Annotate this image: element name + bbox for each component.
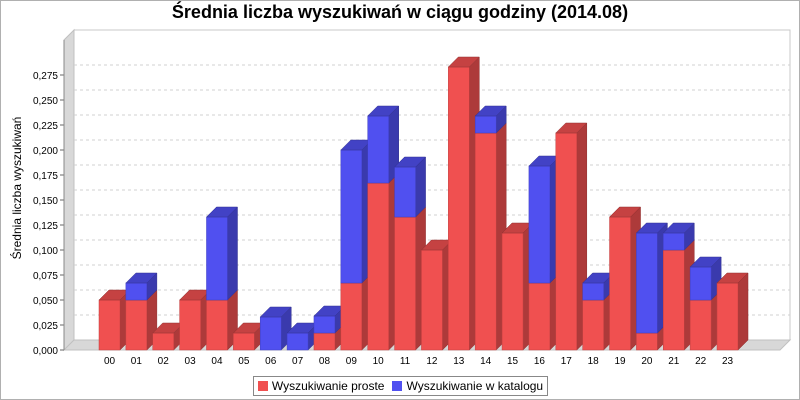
bar-11-series-1 <box>393 156 427 218</box>
x-tick-label: 15 <box>507 356 519 367</box>
y-tick-label: 0,250 <box>33 96 58 107</box>
bar-11-series-0 <box>393 206 427 351</box>
bar-16-series-0 <box>528 272 561 351</box>
x-tick-label: 17 <box>561 356 573 367</box>
x-tick-label: 07 <box>292 356 304 367</box>
y-tick-label: 0,025 <box>33 321 58 332</box>
x-tick-label: 02 <box>158 356 170 367</box>
bar-01-series-1 <box>125 272 158 301</box>
bar-19-series-0 <box>608 206 642 351</box>
y-tick-label: 0,175 <box>33 171 58 182</box>
x-tick-label: 22 <box>695 356 707 367</box>
y-tick-label: 0,100 <box>33 246 58 257</box>
legend-swatch-series-1 <box>392 381 403 391</box>
x-tick-label: 20 <box>641 356 653 367</box>
bar-10-series-0 <box>367 172 400 351</box>
x-tick-label: 23 <box>722 356 734 367</box>
bars <box>98 56 749 351</box>
x-tick-label: 13 <box>453 356 465 367</box>
bar-10-series-1 <box>367 105 400 184</box>
x-tick-labels: 00 01 02 03 04 05 06 07 08 09 10 11 12 13 14 15 16 17 18 19… <box>104 356 734 367</box>
bar-06-series-1 <box>259 306 292 351</box>
y-tick-label: 0,050 <box>33 296 58 307</box>
legend-swatch-series-0 <box>257 381 268 391</box>
bar-14-series-0 <box>474 122 507 351</box>
bar-04-series-1 <box>205 206 239 301</box>
bar-21-series-1 <box>662 222 695 251</box>
legend-item-series-0: Wyszukiwanie proste <box>257 379 385 393</box>
bar-22-series-1 <box>689 256 722 301</box>
bar-16-series-1 <box>528 155 561 284</box>
left-wall <box>63 28 75 352</box>
bar-14-series-1 <box>474 105 507 134</box>
x-tick-label: 21 <box>668 356 680 367</box>
y-tick-labels: 0,000 0,025 0,050 0,075 0,100 0,125 0,150 0,175… <box>33 40 65 357</box>
bar-09-series-1 <box>340 139 373 284</box>
y-tick-label: 0,150 <box>33 196 58 207</box>
bar-17-series-0 <box>555 122 588 351</box>
legend-label-series-1: Wyszukiwanie w katalogu <box>406 379 544 393</box>
x-tick-label: 00 <box>104 356 116 367</box>
x-tick-label: 09 <box>346 356 358 367</box>
legend-label-series-0: Wyszukiwanie proste <box>271 379 385 393</box>
legend-item-series-1: Wyszukiwanie w katalogu <box>392 379 543 393</box>
x-tick-label: 12 <box>426 356 438 367</box>
y-tick-label: 0,075 <box>33 271 58 282</box>
y-tick-label: 0,225 <box>33 121 58 132</box>
x-tick-label: 18 <box>588 356 600 367</box>
y-tick-label: 0,125 <box>33 221 58 232</box>
x-tick-label: 14 <box>480 356 492 367</box>
bar-20-series-1 <box>635 222 669 334</box>
x-tick-label: 08 <box>319 356 331 367</box>
x-tick-label: 16 <box>534 356 546 367</box>
x-tick-label: 03 <box>185 356 197 367</box>
bar-00-series-0 <box>98 289 131 351</box>
bar-03-series-0 <box>179 289 212 351</box>
x-tick-label: 19 <box>614 356 626 367</box>
bar-12-series-0 <box>420 239 454 351</box>
x-tick-label: 05 <box>238 356 250 367</box>
y-tick-label: 0,200 <box>33 146 58 157</box>
x-tick-label: 01 <box>131 356 143 367</box>
x-tick-label: 10 <box>373 356 385 367</box>
x-tick-label: 04 <box>211 356 223 367</box>
bar-15-series-0 <box>501 222 534 351</box>
x-tick-label: 06 <box>265 356 277 367</box>
bar-13-series-0 <box>447 56 480 351</box>
y-tick-label: 0,000 <box>33 346 58 357</box>
y-tick-label: 0,275 <box>33 71 58 82</box>
chart-title: Średnia liczba wyszukiwań w ciągu godzin… <box>171 2 629 22</box>
bar-23-series-0 <box>716 272 749 351</box>
bar-09-series-0 <box>340 272 373 351</box>
x-tick-label: 11 <box>400 356 411 367</box>
legend: Wyszukiwanie proste Wyszukiwanie w katal… <box>253 376 548 396</box>
bar-21-series-0 <box>662 239 695 351</box>
bar-18-series-1 <box>582 272 615 301</box>
